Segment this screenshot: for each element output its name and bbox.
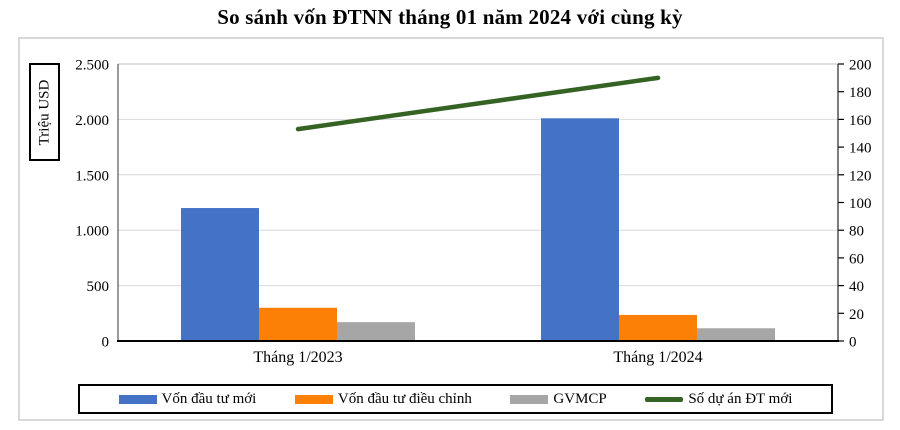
right-axis-tick-label: 20 [849, 307, 864, 323]
chart-title: So sánh vốn ĐTNN tháng 01 năm 2024 với c… [217, 5, 683, 29]
legend: Vốn đầu tư mới Vốn đầu tư điều chỉnh GVM… [78, 384, 833, 414]
right-axis-tick-label: 40 [849, 279, 864, 295]
y-axis-title-box: Triệu USD [29, 63, 60, 161]
left-axis-tick-label: 1.500 [75, 168, 109, 184]
bar-series-2 [259, 307, 337, 341]
legend-label: Vốn đầu tư mới [161, 390, 257, 407]
x-axis-category-label: Tháng 1/2024 [613, 349, 702, 366]
bar-series-3 [337, 322, 415, 341]
legend-label: Vốn đầu tư điều chỉnh [337, 390, 472, 407]
right-axis-tick-label: 0 [849, 335, 857, 351]
right-axis-tick-label: 60 [849, 251, 864, 267]
legend-swatch-green-line-icon [645, 396, 684, 402]
left-axis-tick-label: 2.500 [75, 58, 109, 74]
left-axis-tick-label: 2.000 [75, 113, 109, 129]
legend-swatch-blue-bar-icon [118, 394, 157, 404]
bar-series-2 [619, 314, 697, 341]
right-axis-tick-label: 160 [849, 113, 872, 129]
bar-series-1 [181, 208, 259, 341]
bar-series-1 [541, 118, 619, 342]
line-series-so-du-an-dt-moi [295, 75, 661, 132]
legend-swatch-gray-bar-icon [510, 394, 549, 404]
right-axis-tick-label: 80 [849, 224, 864, 240]
bar-series-3 [697, 328, 775, 341]
left-axis-tick-label: 500 [87, 279, 110, 295]
left-axis-tick-label: 1.000 [75, 224, 109, 240]
x-axis-category-label: Tháng 1/2023 [253, 349, 342, 366]
legend-swatch-orange-bar-icon [294, 394, 333, 404]
chart-frame [18, 37, 884, 421]
legend-item-von-dau-tu-moi: Vốn đầu tư mới [118, 390, 257, 408]
legend-item-von-dau-tu-dieu-chinh: Vốn đầu tư điều chỉnh [294, 390, 472, 408]
legend-label: GVMCP [553, 390, 607, 407]
y-axis-title: Triệu USD [36, 79, 52, 145]
left-axis-tick-label: 0 [102, 335, 110, 351]
legend-label: Số dự án ĐT mới [688, 390, 793, 407]
right-axis-tick-label: 140 [849, 141, 872, 157]
right-axis-tick-label: 120 [849, 168, 872, 184]
right-axis-tick-label: 180 [849, 85, 872, 101]
legend-item-gvmcp: GVMCP [510, 390, 607, 408]
legend-item-so-du-an-dt-moi: Số dự án ĐT mới [645, 391, 792, 408]
right-axis-tick-label: 200 [849, 58, 872, 74]
right-axis-tick-label: 100 [849, 196, 872, 212]
